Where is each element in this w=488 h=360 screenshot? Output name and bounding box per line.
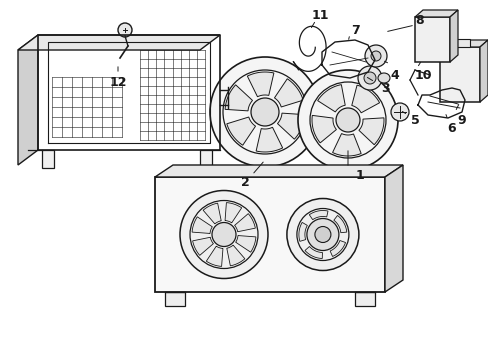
Polygon shape (226, 245, 244, 266)
Polygon shape (317, 85, 345, 112)
Polygon shape (384, 165, 402, 292)
Text: 6: 6 (447, 122, 455, 135)
Circle shape (363, 72, 375, 84)
Bar (449, 39, 469, 47)
Polygon shape (333, 215, 346, 233)
Polygon shape (235, 235, 255, 252)
Polygon shape (351, 85, 379, 113)
Circle shape (180, 190, 267, 279)
Circle shape (250, 98, 279, 126)
Polygon shape (305, 247, 322, 258)
Polygon shape (18, 35, 38, 165)
Polygon shape (192, 217, 212, 233)
Polygon shape (224, 85, 252, 111)
Polygon shape (449, 10, 457, 62)
Circle shape (370, 51, 380, 61)
Bar (414, 17, 449, 62)
Polygon shape (358, 118, 383, 145)
Polygon shape (311, 116, 336, 143)
Polygon shape (256, 127, 282, 152)
Polygon shape (439, 40, 487, 47)
Polygon shape (206, 246, 223, 266)
Polygon shape (414, 10, 457, 17)
Text: 9: 9 (457, 113, 466, 126)
Text: 5: 5 (410, 113, 419, 126)
Bar (354, 292, 374, 306)
Polygon shape (155, 165, 402, 177)
Text: 11: 11 (311, 9, 328, 22)
Polygon shape (309, 211, 327, 220)
Text: 3: 3 (380, 81, 388, 95)
Polygon shape (247, 72, 273, 97)
Circle shape (212, 222, 236, 247)
Ellipse shape (377, 73, 389, 83)
Text: 4: 4 (390, 68, 399, 81)
Text: 8: 8 (415, 14, 424, 27)
Circle shape (118, 23, 132, 37)
Circle shape (297, 70, 397, 170)
Text: 1: 1 (355, 168, 364, 181)
Circle shape (364, 45, 386, 67)
Polygon shape (18, 35, 220, 50)
Polygon shape (298, 222, 307, 241)
Bar (155, 177, 384, 292)
Circle shape (314, 226, 330, 243)
Circle shape (390, 103, 408, 121)
Circle shape (335, 108, 359, 132)
Polygon shape (332, 134, 361, 156)
Polygon shape (226, 117, 255, 145)
Polygon shape (203, 203, 221, 224)
Text: 2: 2 (240, 176, 249, 189)
Bar (200, 150, 212, 168)
Polygon shape (329, 240, 345, 256)
Circle shape (357, 66, 381, 90)
Circle shape (306, 219, 338, 251)
Polygon shape (277, 113, 305, 139)
Text: 7: 7 (350, 23, 359, 36)
Circle shape (286, 198, 358, 270)
Bar (439, 47, 479, 102)
Polygon shape (234, 213, 255, 232)
Text: 12: 12 (109, 76, 126, 89)
Bar (42, 150, 54, 168)
Polygon shape (479, 40, 487, 102)
Polygon shape (274, 79, 303, 107)
Text: 10: 10 (413, 68, 431, 81)
Polygon shape (192, 237, 213, 255)
Bar (164, 292, 184, 306)
Circle shape (209, 57, 319, 167)
Polygon shape (224, 203, 241, 223)
